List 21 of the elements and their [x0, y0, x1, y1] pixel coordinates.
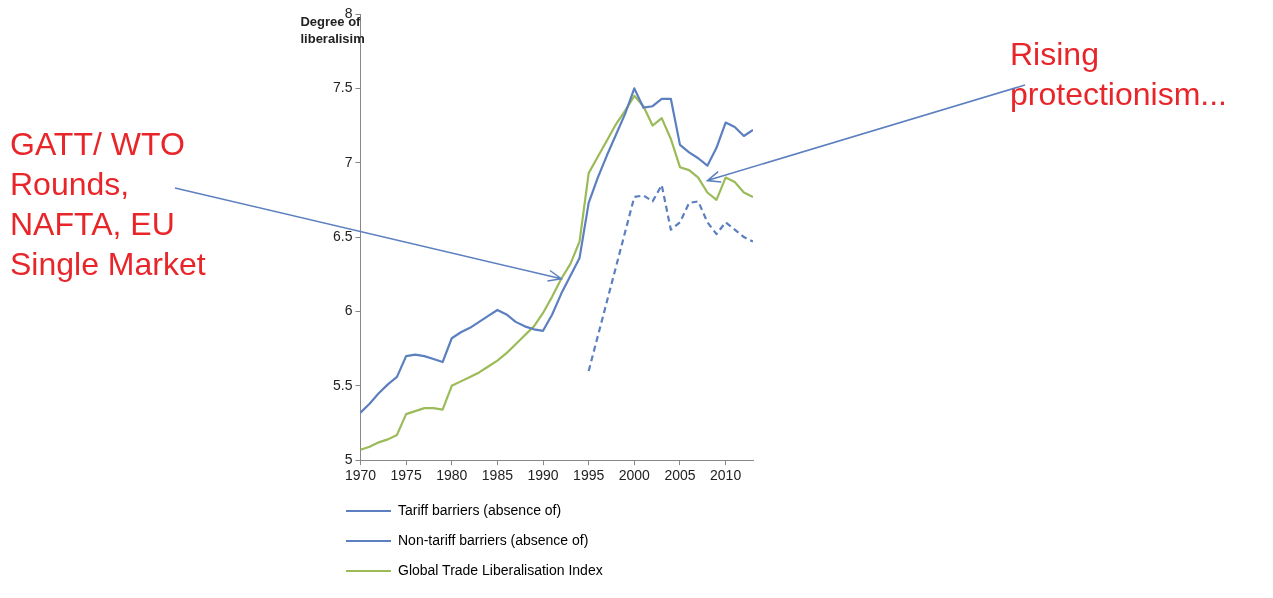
- x-tick-label: 2010: [710, 467, 742, 484]
- y-tick-label: 7.5: [332, 79, 353, 96]
- x-tick-label: 1985: [481, 467, 514, 484]
- y-tick-label: 6.5: [332, 227, 353, 244]
- annotation: Rising protectionism...: [1010, 35, 1227, 112]
- legend-label: Tariff barriers (absence of): [398, 501, 562, 518]
- y-tick-label: 7: [344, 153, 353, 170]
- x-tick-label: 2005: [664, 467, 696, 484]
- y-tick-label: 5: [344, 451, 353, 468]
- x-tick-label: 1970: [344, 467, 377, 484]
- line-series: [587, 183, 753, 373]
- y-tick-label: 5.5: [332, 376, 353, 393]
- legend-label: Global Trade Liberalisation Index: [398, 561, 603, 578]
- x-tick-label: 1980: [436, 467, 468, 484]
- x-tick-label: 1995: [573, 467, 605, 484]
- y-tick-label: 6: [344, 302, 353, 319]
- annotation: GATT/ WTO Rounds, NAFTA, EU Single Market: [10, 125, 206, 282]
- x-tick-label: 1990: [527, 467, 559, 484]
- x-tick-label: 2000: [618, 467, 651, 484]
- x-tick-label: 1975: [390, 467, 422, 484]
- legend-label: Non-tariff barriers (absence of): [398, 531, 589, 548]
